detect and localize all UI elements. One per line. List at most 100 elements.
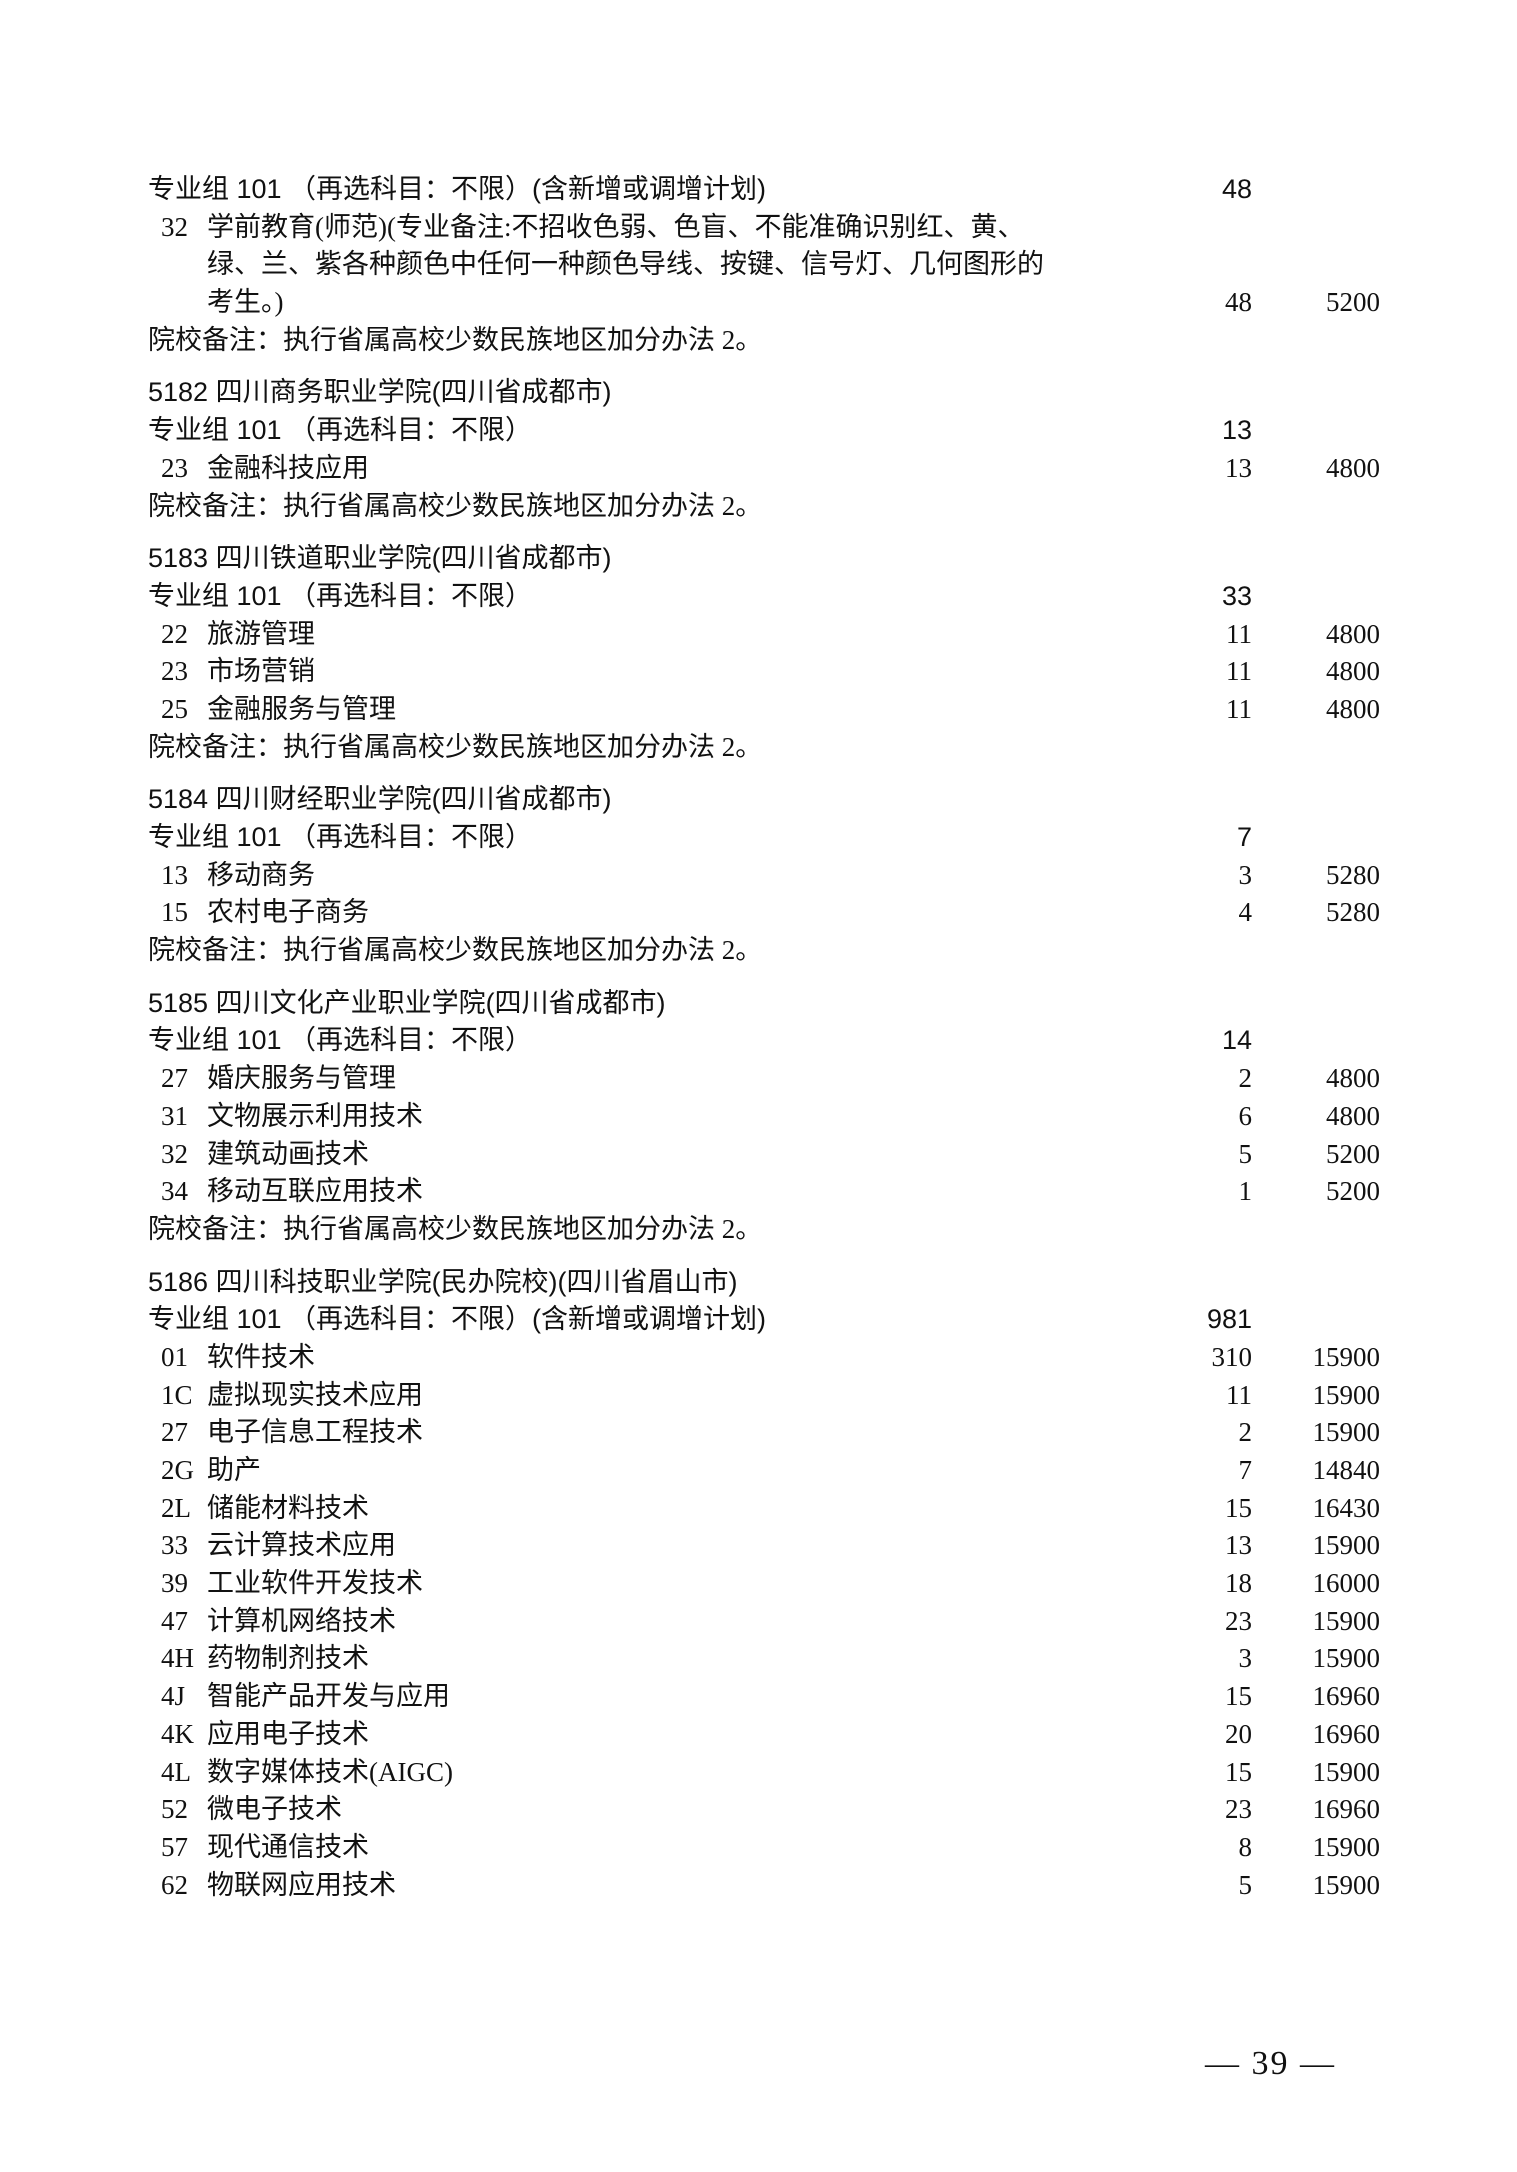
major-name: 绿、兰、紫各种颜色中任何一种颜色导线、按键、信号灯、几何图形的 xyxy=(207,249,1044,280)
tuition-fee: 4800 xyxy=(1326,1063,1380,1094)
plan-count: 11 xyxy=(1226,1379,1252,1410)
school-remark-label: 院校备注： xyxy=(148,324,283,355)
major-code: 32 xyxy=(161,1138,188,1169)
major-name: 储能材料技术 xyxy=(207,1492,369,1523)
major-item: 39 工业软件开发技术 18 16000 xyxy=(148,1565,1398,1603)
tuition-fee: 5280 xyxy=(1326,897,1380,928)
page-number: — 39 — xyxy=(1205,2045,1336,2082)
major-name: 数字媒体技术(AIGC) xyxy=(207,1756,453,1787)
plan-count: 7 xyxy=(1238,1455,1253,1485)
tuition-fee: 4800 xyxy=(1326,452,1380,483)
major-item: 4L 数字媒体技术(AIGC) 15 15900 xyxy=(148,1754,1398,1792)
school-remark: 院校备注：执行省属高校少数民族地区加分办法 2。 xyxy=(148,488,1398,526)
major-item: 25 金融服务与管理 11 4800 xyxy=(148,691,1398,729)
major-item: 13 移动商务 3 5280 xyxy=(148,857,1398,895)
major-name: 计算机网络技术 xyxy=(207,1605,396,1636)
plan-count: 3 xyxy=(1238,859,1253,890)
major-group-count: 13 xyxy=(1221,415,1252,446)
tuition-fee: 15900 xyxy=(1312,1605,1381,1636)
major-group-count: 48 xyxy=(1221,174,1252,204)
major-code: 25 xyxy=(161,693,188,724)
major-item: 57 现代通信技术 8 15900 xyxy=(148,1829,1398,1867)
major-group-label: 专业组 101 （再选科目：不限） xyxy=(148,580,533,611)
plan-count: 18 xyxy=(1225,1568,1252,1599)
plan-count: 5 xyxy=(1238,1138,1253,1169)
major-group-label: 专业组 101 （再选科目：不限）(含新增或调增计划) xyxy=(148,1304,767,1335)
major-code: 32 xyxy=(161,211,188,242)
major-name: 工业软件开发技术 xyxy=(207,1568,423,1599)
school-remark-label: 院校备注： xyxy=(148,490,283,521)
major-group-header: 专业组 101 （再选科目：不限） 14 xyxy=(148,1022,1398,1060)
major-item: 4K 应用电子技术 20 16960 xyxy=(148,1716,1398,1754)
major-code: 1C xyxy=(161,1379,193,1410)
plan-count: 1 xyxy=(1238,1176,1253,1207)
major-code: 2G xyxy=(161,1455,194,1485)
school-header: 5186 四川科技职业学院(民办院校)(四川省眉山市) xyxy=(148,1266,738,1297)
major-code: 22 xyxy=(161,618,188,649)
major-name: 金融服务与管理 xyxy=(207,693,396,724)
plan-count: 5 xyxy=(1238,1869,1253,1900)
major-code: 4L xyxy=(161,1756,191,1787)
plan-count: 13 xyxy=(1225,1530,1252,1561)
major-item: 2L 储能材料技术 15 16430 xyxy=(148,1490,1398,1528)
major-code: 52 xyxy=(161,1794,188,1825)
tuition-fee: 15900 xyxy=(1312,1831,1381,1862)
major-item: 27 电子信息工程技术 2 15900 xyxy=(148,1414,1398,1452)
tuition-fee: 15900 xyxy=(1312,1756,1381,1787)
major-name: 助产 xyxy=(207,1455,261,1485)
school-header: 5183 四川铁道职业学院(四川省成都市) xyxy=(148,543,612,574)
major-item: 31 文物展示利用技术 6 4800 xyxy=(148,1098,1398,1136)
major-item-continuation: 绿、兰、紫各种颜色中任何一种颜色导线、按键、信号灯、几何图形的 xyxy=(148,246,1398,284)
major-name: 云计算技术应用 xyxy=(207,1530,396,1561)
school-remark: 院校备注：执行省属高校少数民族地区加分办法 2。 xyxy=(148,322,1398,360)
tuition-fee: 15900 xyxy=(1312,1869,1381,1900)
tuition-fee: 16960 xyxy=(1312,1681,1381,1712)
major-name: 智能产品开发与应用 xyxy=(207,1681,450,1712)
plan-count: 20 xyxy=(1225,1718,1252,1749)
tuition-fee: 14840 xyxy=(1312,1455,1381,1485)
tuition-fee: 16430 xyxy=(1312,1492,1381,1523)
major-name: 考生。) xyxy=(207,287,284,318)
major-name: 应用电子技术 xyxy=(207,1718,369,1749)
tuition-fee: 15900 xyxy=(1312,1379,1381,1410)
major-group-count: 981 xyxy=(1206,1304,1252,1335)
school-remark: 院校备注：执行省属高校少数民族地区加分办法 2。 xyxy=(148,932,1398,970)
tuition-fee: 15900 xyxy=(1312,1341,1381,1372)
major-name: 微电子技术 xyxy=(207,1794,342,1825)
major-group-header: 专业组 101 （再选科目：不限） 7 xyxy=(148,819,1398,857)
tuition-fee: 4800 xyxy=(1326,693,1380,724)
school-remark-text: 执行省属高校少数民族地区加分办法 2。 xyxy=(283,935,763,966)
major-code: 01 xyxy=(161,1341,188,1372)
major-group-header: 专业组 101 （再选科目：不限） 33 xyxy=(148,578,1398,616)
school-remark-text: 执行省属高校少数民族地区加分办法 2。 xyxy=(283,1213,763,1244)
tuition-fee: 4800 xyxy=(1326,618,1380,649)
plan-count: 15 xyxy=(1225,1681,1252,1712)
tuition-fee: 5200 xyxy=(1326,1176,1380,1207)
major-group-label: 专业组 101 （再选科目：不限）(含新增或调增计划) xyxy=(148,174,767,204)
plan-count: 4 xyxy=(1238,897,1253,928)
major-item: 62 物联网应用技术 5 15900 xyxy=(148,1867,1398,1905)
plan-count: 11 xyxy=(1226,693,1252,724)
major-group-label: 专业组 101 （再选科目：不限） xyxy=(148,415,533,446)
major-item: 32 学前教育(师范)(专业备注:不招收色弱、色盲、不能准确识别红、黄、 xyxy=(148,209,1398,247)
major-item: 47 计算机网络技术 23 15900 xyxy=(148,1603,1398,1641)
plan-count: 2 xyxy=(1238,1417,1253,1448)
school-remark-label: 院校备注： xyxy=(148,731,283,762)
major-name: 建筑动画技术 xyxy=(207,1138,369,1169)
major-name: 电子信息工程技术 xyxy=(207,1417,423,1448)
major-code: 27 xyxy=(161,1063,188,1094)
major-item: 4J 智能产品开发与应用 15 16960 xyxy=(148,1678,1398,1716)
tuition-fee: 4800 xyxy=(1326,1100,1380,1131)
tuition-fee: 16000 xyxy=(1312,1568,1381,1599)
major-code: 57 xyxy=(161,1831,188,1862)
major-item: 23 金融科技应用 13 4800 xyxy=(148,450,1398,488)
school-remark: 院校备注：执行省属高校少数民族地区加分办法 2。 xyxy=(148,729,1398,767)
school-remark-text: 执行省属高校少数民族地区加分办法 2。 xyxy=(283,324,763,355)
major-code: 23 xyxy=(161,452,188,483)
major-item: 33 云计算技术应用 13 15900 xyxy=(148,1527,1398,1565)
major-group-header: 专业组 101 （再选科目：不限）(含新增或调增计划) 981 xyxy=(148,1301,1398,1339)
tuition-fee: 15900 xyxy=(1312,1530,1381,1561)
plan-count: 11 xyxy=(1226,656,1252,687)
major-item: 32 建筑动画技术 5 5200 xyxy=(148,1136,1398,1174)
major-name: 移动互联应用技术 xyxy=(207,1176,423,1207)
